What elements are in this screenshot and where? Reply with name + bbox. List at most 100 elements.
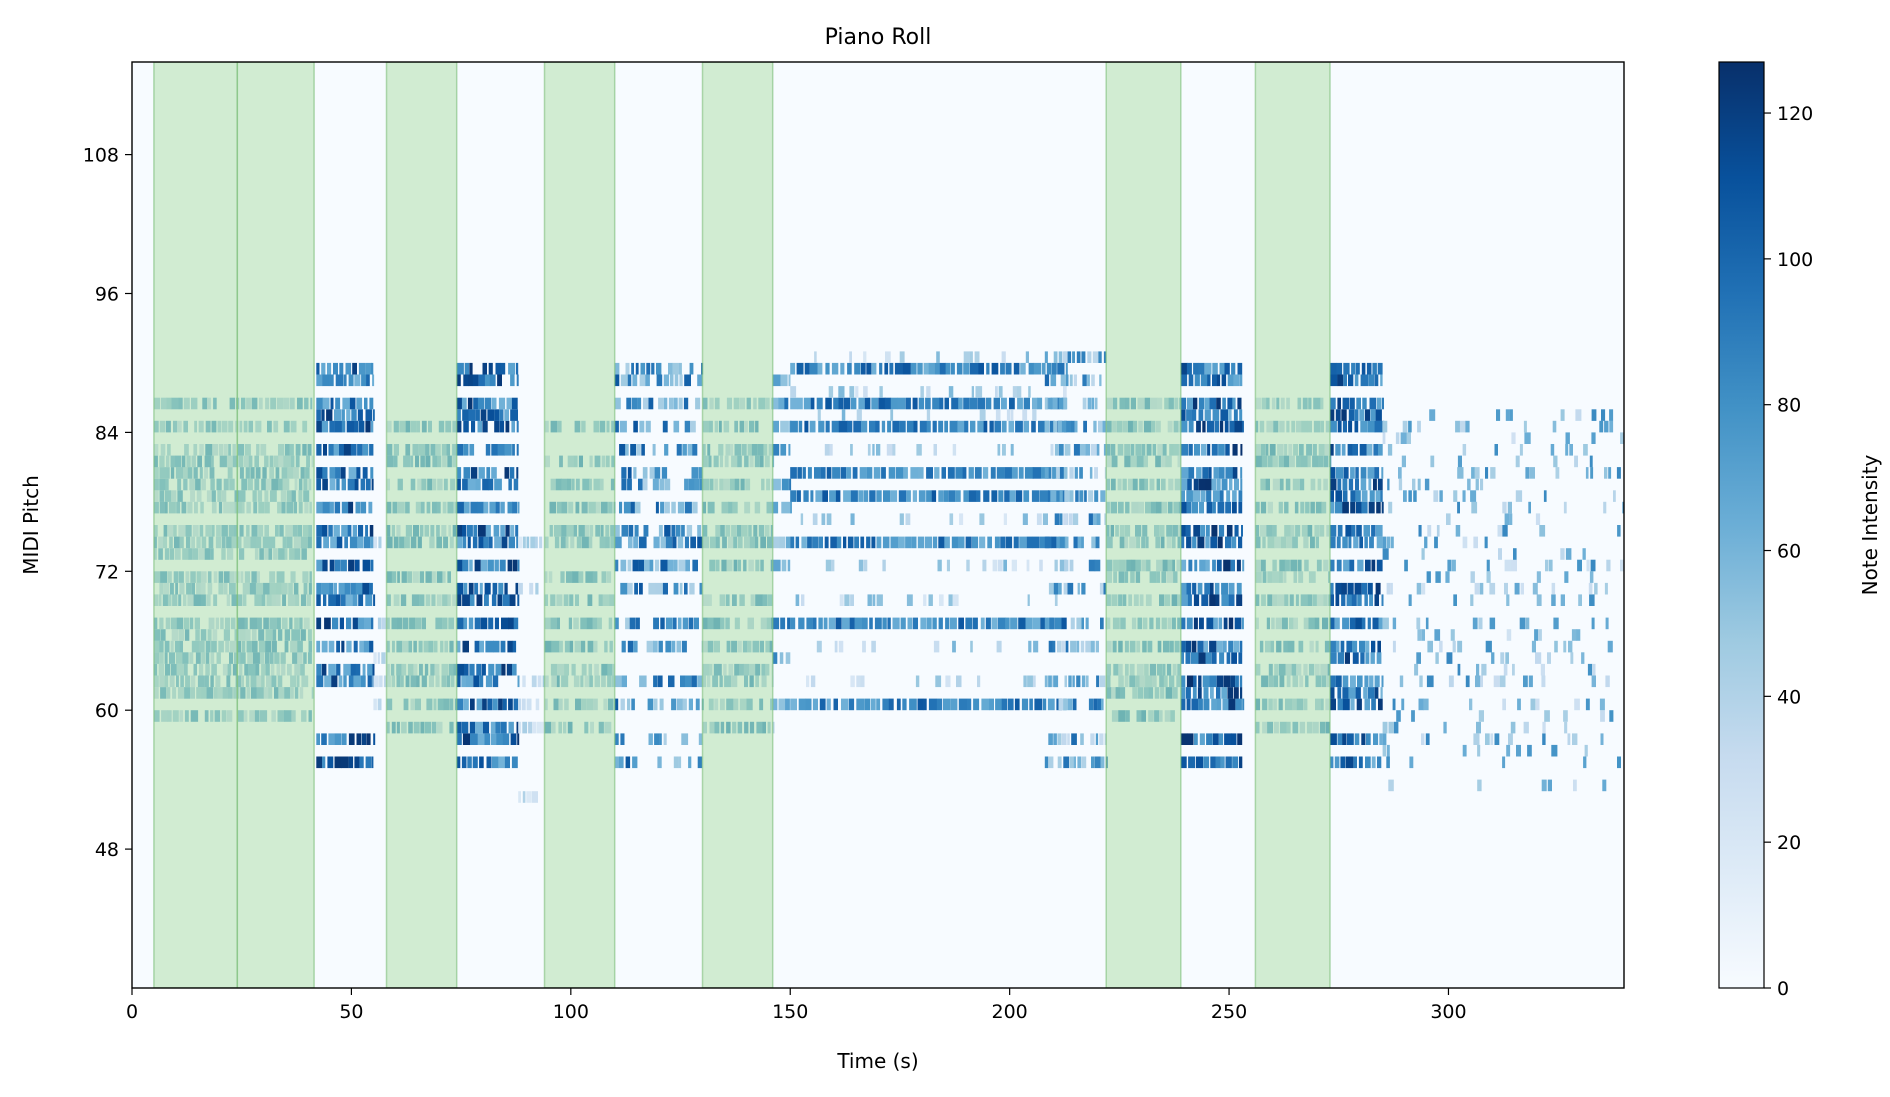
note-cell	[1061, 640, 1065, 653]
note-cell	[316, 536, 322, 549]
note-cell	[322, 501, 331, 514]
note-cell	[328, 444, 334, 456]
note-cell	[571, 478, 575, 491]
note-cell	[1237, 362, 1243, 375]
note-cell	[303, 617, 310, 630]
note-cell	[1446, 513, 1451, 525]
note-cell	[428, 420, 432, 433]
note-cell	[912, 397, 918, 410]
note-cell	[339, 617, 344, 630]
note-cell	[594, 455, 601, 468]
note-cell	[882, 698, 890, 711]
note-cell	[172, 710, 179, 722]
note-cell	[463, 501, 470, 514]
note-cell	[232, 444, 236, 456]
note-cell	[348, 501, 354, 514]
note-cell	[229, 478, 235, 491]
note-cell	[573, 617, 579, 630]
note-cell	[1124, 444, 1131, 456]
note-cell	[682, 698, 687, 711]
note-cell	[1541, 675, 1546, 688]
note-cell	[264, 490, 269, 502]
note-cell	[1136, 710, 1141, 722]
note-cell	[453, 663, 457, 676]
note-cell	[456, 733, 462, 745]
note-cell	[287, 467, 294, 479]
note-cell	[1576, 629, 1581, 641]
note-cell	[1069, 374, 1073, 387]
note-cell	[250, 467, 255, 479]
note-cell	[660, 536, 666, 549]
note-cell	[996, 640, 1002, 653]
note-cell	[351, 409, 357, 421]
note-cell	[393, 455, 398, 468]
note-cell	[1135, 571, 1141, 583]
note-cell	[186, 536, 191, 549]
note-cell	[357, 409, 363, 421]
note-cell	[785, 698, 790, 711]
note-cell	[1179, 397, 1181, 410]
note-cell	[570, 536, 575, 549]
note-cell	[1238, 501, 1243, 514]
note-cell	[593, 640, 598, 653]
note-cell	[1350, 698, 1355, 711]
note-cell	[1242, 559, 1245, 572]
note-cell	[1424, 536, 1428, 549]
note-cell	[1048, 675, 1052, 688]
note-cell	[329, 420, 335, 433]
note-cell	[354, 478, 359, 491]
note-cell	[240, 687, 246, 699]
note-cell	[892, 420, 900, 433]
note-cell	[1527, 744, 1532, 757]
note-cell	[979, 536, 986, 549]
note-cell	[876, 444, 881, 456]
note-cell	[1133, 594, 1139, 606]
note-cell	[882, 617, 887, 630]
note-cell	[178, 594, 182, 606]
note-cell	[574, 420, 581, 433]
note-cell	[153, 420, 159, 433]
note-cell	[544, 536, 549, 549]
note-cell	[1049, 420, 1055, 433]
note-cell	[1553, 617, 1559, 630]
note-cell	[1098, 351, 1102, 363]
note-cell	[1210, 687, 1214, 699]
note-cell	[223, 444, 228, 456]
note-cell	[462, 559, 469, 572]
note-cell	[1216, 675, 1224, 688]
note-cell	[221, 548, 226, 560]
note-cell	[1351, 594, 1357, 606]
note-cell	[1125, 397, 1130, 410]
note-cell	[231, 536, 237, 549]
note-cell	[1007, 698, 1014, 711]
note-cell	[1504, 582, 1508, 595]
note-cell	[501, 617, 509, 630]
note-cell	[1216, 687, 1221, 699]
note-cell	[958, 617, 964, 630]
note-cell	[864, 397, 871, 410]
note-cell	[630, 501, 635, 514]
note-cell	[1290, 559, 1297, 572]
note-cell	[1375, 409, 1382, 421]
note-cell	[554, 525, 562, 537]
note-cell	[925, 397, 931, 410]
note-cell	[153, 490, 159, 502]
note-cell	[510, 374, 515, 387]
note-cell	[1516, 744, 1521, 757]
note-cell	[575, 501, 580, 514]
note-cell	[162, 594, 169, 606]
note-cell	[283, 420, 290, 433]
note-cell	[285, 525, 293, 537]
note-cell	[231, 594, 239, 606]
note-cell	[322, 397, 330, 410]
note-cell	[184, 444, 189, 456]
note-cell	[265, 640, 272, 653]
note-cell	[268, 548, 273, 560]
note-cell	[702, 420, 710, 433]
note-cell	[359, 756, 364, 769]
note-cell	[427, 478, 433, 491]
note-cell	[646, 362, 651, 375]
note-cell	[257, 490, 263, 502]
note-cell	[879, 386, 883, 398]
note-cell	[1348, 536, 1352, 549]
